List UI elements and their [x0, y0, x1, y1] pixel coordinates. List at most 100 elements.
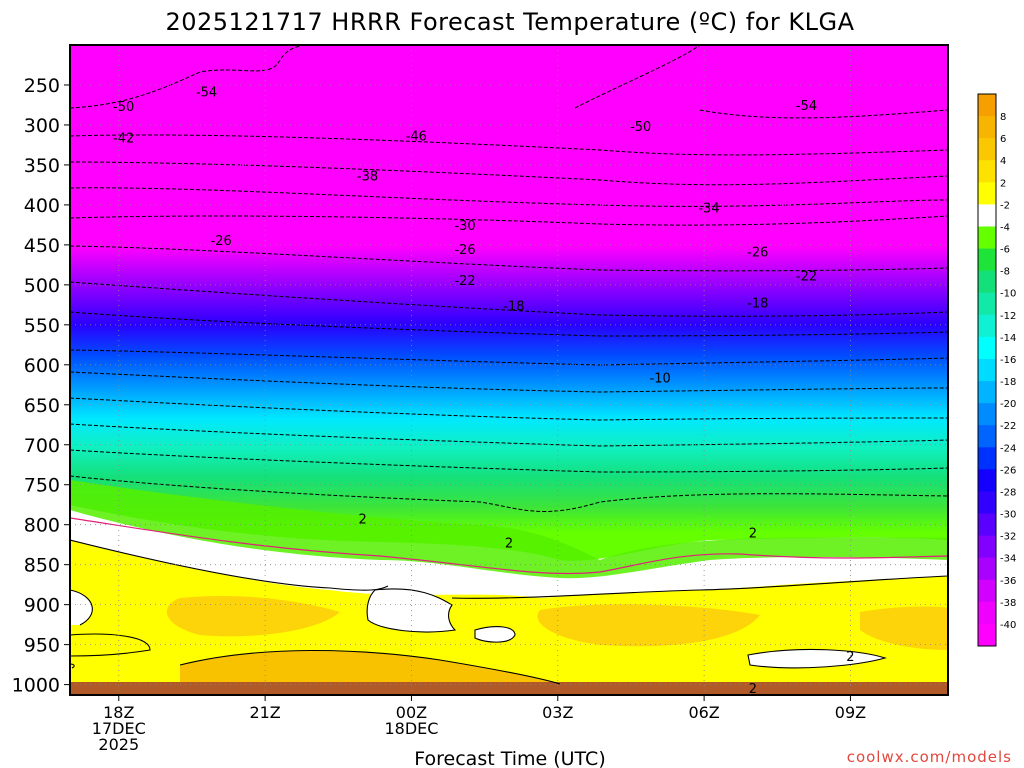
colorbar-label: 4	[1000, 156, 1006, 167]
x-tick-label: 21Z	[249, 703, 280, 722]
colorbar-swatch	[978, 94, 996, 117]
colorbar-swatch	[978, 314, 996, 338]
contour-label: -26	[747, 245, 768, 260]
colorbar-swatch	[978, 579, 996, 603]
colorbar: 8 6 4 2 -2 -4 -6 -8 -10 -12 -14 -16 -18 -20 -22 -24 -26 -…	[977, 93, 1016, 647]
colorbar-swatch	[978, 226, 996, 250]
colorbar-label: 2	[1000, 178, 1006, 189]
white-pocket-4	[748, 649, 885, 668]
colorbar-swatch	[978, 358, 996, 382]
contour-label: -54	[196, 85, 217, 100]
colorbar-label: -14	[1000, 333, 1016, 344]
colorbar-label: -4	[1000, 222, 1010, 233]
colorbar-label: -20	[1000, 399, 1016, 410]
y-tick-label: 250	[24, 75, 60, 97]
colorbar-label: -10	[1000, 289, 1016, 300]
y-tick-label: 950	[24, 635, 60, 657]
colorbar-label: -12	[1000, 311, 1016, 322]
contour-label: -26	[211, 234, 232, 249]
colorbar-swatch	[978, 601, 996, 625]
contour-label: -22	[796, 269, 817, 284]
colorbar-swatch	[978, 623, 996, 647]
y-tick-label: 400	[24, 195, 60, 217]
ground-strip	[70, 682, 948, 695]
plot-frame	[69, 44, 949, 696]
contour-label: -50	[630, 120, 651, 135]
colorbar-label: -22	[1000, 421, 1016, 432]
colorbar-frame	[977, 93, 997, 647]
solid-contours	[70, 539, 948, 685]
chart-title: 2025121717 HRRR Forecast Temperature (ºC…	[165, 8, 854, 36]
contour-label: -30	[454, 219, 475, 234]
colorbar-swatch	[978, 116, 996, 139]
colorbar-swatch	[978, 270, 996, 294]
contour-label: -54	[796, 99, 817, 114]
colorbar-label: -30	[1000, 510, 1016, 521]
x-tick-label: 2025	[98, 735, 139, 754]
colorbar-label: -18	[1000, 377, 1016, 388]
colorbar-swatch	[978, 182, 996, 205]
colorbar-swatch	[978, 491, 996, 515]
y-tick-label: 300	[24, 115, 60, 137]
x-tick-label: 18DEC	[384, 719, 438, 738]
dashed-contours	[70, 45, 948, 512]
colorbar-label: -8	[1000, 267, 1010, 278]
colorbar-swatch	[978, 160, 996, 183]
x-tick-label: 09Z	[835, 703, 866, 722]
colorbar-label: -32	[1000, 532, 1016, 543]
y-tick-label: 450	[24, 235, 60, 257]
colorbar-swatch	[978, 469, 996, 492]
colorbar-swatch	[978, 425, 996, 448]
contour-labels: -54 -50 -42 -54 -50 -46 -38 -34 -30 -26 -26 -26 -22 -…	[113, 85, 855, 697]
colorbar-swatch	[978, 292, 996, 316]
y-tick-label: 650	[24, 395, 60, 417]
contour-label: -46	[406, 129, 427, 144]
colorbar-swatch	[978, 447, 996, 470]
contour-label: -18	[747, 296, 768, 311]
colorbar-swatch	[978, 403, 996, 426]
colorbar-label: -2	[1000, 200, 1010, 211]
y-axis: 250 300 350 400 450 500 550 600 650 700 750 800 850 9…	[12, 75, 70, 697]
colorbar-label: -24	[1000, 443, 1016, 454]
colorbar-label: -6	[1000, 245, 1010, 256]
y-tick-label: 500	[24, 275, 60, 297]
y-tick-label: 550	[24, 315, 60, 337]
y-tick-label: 700	[24, 435, 60, 457]
colorbar-label: -16	[1000, 355, 1016, 366]
colorbar-swatch	[978, 138, 996, 161]
contour-label: -10	[650, 372, 671, 387]
contour-label: 2	[749, 527, 757, 542]
colorbar-label: -40	[1000, 620, 1016, 631]
y-tick-label: 1000	[12, 675, 60, 697]
colorbar-swatch	[978, 204, 996, 227]
colorbar-swatch	[978, 513, 996, 537]
colorbar-label: 6	[1000, 134, 1006, 145]
freezing-line	[70, 517, 948, 575]
contour-label: -22	[454, 274, 475, 289]
y-tick-label: 750	[24, 475, 60, 497]
y-tick-label: 900	[24, 595, 60, 617]
colorbar-swatch	[978, 336, 996, 360]
contour-label: 2	[505, 536, 513, 551]
white-pocket-1	[70, 590, 93, 625]
colorbar-swatch	[978, 535, 996, 559]
x-axis-label: Forecast Time (UTC)	[414, 748, 605, 768]
credit-text: coolwx.com/models	[846, 748, 1012, 766]
x-tick-label: 06Z	[688, 703, 719, 722]
contour-label: -50	[113, 100, 134, 115]
contour-label: 2	[749, 682, 757, 697]
colorbar-label: -36	[1000, 576, 1016, 587]
colorbar-label: -26	[1000, 465, 1016, 476]
colorbar-swatch	[978, 381, 996, 404]
contour-label: -38	[357, 169, 378, 184]
white-pocket-3	[475, 626, 515, 643]
y-tick-label: 350	[24, 155, 60, 177]
x-tick-label: 18Z	[103, 703, 134, 722]
colorbar-label: -28	[1000, 487, 1016, 498]
contour-label: -26	[454, 243, 475, 258]
colorbar-label: -38	[1000, 598, 1016, 609]
colorbar-swatch	[978, 248, 996, 272]
orange-warm-patch-1	[166, 595, 340, 637]
